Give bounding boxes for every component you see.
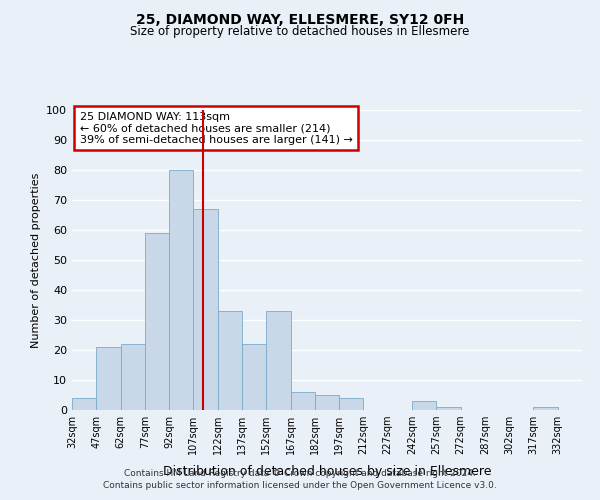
Bar [412, 401, 436, 410]
Text: 25 DIAMOND WAY: 113sqm
← 60% of detached houses are smaller (214)
39% of semi-de: 25 DIAMOND WAY: 113sqm ← 60% of detached… [80, 112, 353, 144]
Text: 25, DIAMOND WAY, ELLESMERE, SY12 0FH: 25, DIAMOND WAY, ELLESMERE, SY12 0FH [136, 12, 464, 26]
Bar [218, 311, 242, 410]
Bar [145, 233, 169, 410]
Bar [193, 209, 218, 410]
Bar [121, 344, 145, 410]
Bar [339, 398, 364, 410]
Bar [242, 344, 266, 410]
X-axis label: Distribution of detached houses by size in Ellesmere: Distribution of detached houses by size … [163, 466, 491, 478]
Bar [533, 407, 558, 410]
Bar [96, 347, 121, 410]
Bar [290, 392, 315, 410]
Bar [72, 398, 96, 410]
Text: Size of property relative to detached houses in Ellesmere: Size of property relative to detached ho… [130, 25, 470, 38]
Bar [266, 311, 290, 410]
Bar [436, 407, 461, 410]
Bar [169, 170, 193, 410]
Y-axis label: Number of detached properties: Number of detached properties [31, 172, 41, 348]
Text: Contains public sector information licensed under the Open Government Licence v3: Contains public sector information licen… [103, 481, 497, 490]
Text: Contains HM Land Registry data © Crown copyright and database right 2024.: Contains HM Land Registry data © Crown c… [124, 468, 476, 477]
Bar [315, 395, 339, 410]
